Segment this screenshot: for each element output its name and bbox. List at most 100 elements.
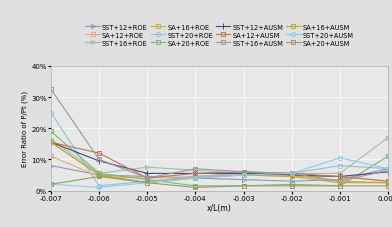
- SST+16+AUSM: [97, 158, 102, 161]
- SA+20+AUSM: [289, 185, 294, 187]
- SA+16+ROE: [386, 182, 390, 184]
- Legend: SST+12+ROE, SA+12+ROE, SST+16+ROE, SA+16+ROE, SST+20+ROE, SA+20+ROE, SST+12+AUSM: SST+12+ROE, SA+12+ROE, SST+16+ROE, SA+16…: [85, 24, 354, 47]
- SST+16+ROE: [241, 172, 246, 175]
- SA+12+AUSM: [49, 141, 53, 144]
- SA+12+AUSM: [289, 172, 294, 175]
- SA+20+AUSM: [338, 185, 342, 187]
- SST+20+AUSM: [97, 186, 102, 189]
- SA+20+ROE: [289, 183, 294, 186]
- SST+16+ROE: [49, 138, 53, 141]
- SA+20+ROE: [193, 185, 198, 187]
- Line: SA+16+AUSM: SA+16+AUSM: [49, 141, 390, 185]
- SST+16+AUSM: [145, 177, 150, 180]
- SST+20+ROE: [241, 172, 246, 175]
- SST+16+AUSM: [193, 168, 198, 170]
- SST+20+ROE: [289, 172, 294, 175]
- SA+20+ROE: [241, 185, 246, 187]
- SA+12+ROE: [241, 174, 246, 177]
- SST+12+AUSM: [193, 172, 198, 175]
- SST+20+ROE: [145, 180, 150, 183]
- SST+20+AUSM: [241, 174, 246, 177]
- SA+16+AUSM: [241, 174, 246, 177]
- SST+12+ROE: [241, 178, 246, 181]
- SA+20+AUSM: [241, 185, 246, 187]
- SST+12+AUSM: [386, 171, 390, 173]
- SA+12+AUSM: [338, 175, 342, 178]
- SST+20+AUSM: [338, 157, 342, 159]
- SST+12+ROE: [97, 174, 102, 177]
- SA+16+AUSM: [193, 177, 198, 180]
- SST+12+AUSM: [97, 160, 102, 163]
- SA+16+AUSM: [386, 182, 390, 184]
- SA+12+AUSM: [241, 171, 246, 173]
- SA+16+ROE: [338, 180, 342, 183]
- Line: SA+16+ROE: SA+16+ROE: [49, 141, 390, 185]
- SA+16+AUSM: [49, 141, 53, 144]
- SST+12+AUSM: [241, 172, 246, 175]
- SA+20+AUSM: [49, 183, 53, 186]
- Line: SA+12+AUSM: SA+12+AUSM: [49, 141, 390, 183]
- Line: SST+16+AUSM: SST+16+AUSM: [49, 88, 390, 183]
- SST+16+ROE: [145, 166, 150, 169]
- SA+20+ROE: [49, 130, 53, 133]
- Line: SST+12+ROE: SST+12+ROE: [49, 164, 390, 183]
- SST+16+ROE: [338, 172, 342, 175]
- SST+12+AUSM: [49, 141, 53, 144]
- SST+20+AUSM: [193, 177, 198, 180]
- SST+16+ROE: [386, 137, 390, 139]
- SST+20+ROE: [193, 175, 198, 178]
- Line: SST+16+ROE: SST+16+ROE: [49, 136, 390, 176]
- SST+20+ROE: [97, 185, 102, 187]
- SST+12+AUSM: [338, 175, 342, 178]
- SST+16+ROE: [97, 172, 102, 175]
- SA+16+AUSM: [338, 182, 342, 184]
- SA+20+ROE: [97, 172, 102, 175]
- SST+20+ROE: [386, 168, 390, 170]
- Line: SST+20+AUSM: SST+20+AUSM: [49, 156, 390, 190]
- Y-axis label: Error Ratio of P/Pt (%): Error Ratio of P/Pt (%): [22, 91, 28, 167]
- SA+12+ROE: [338, 175, 342, 178]
- SST+16+AUSM: [49, 89, 53, 91]
- SA+12+AUSM: [386, 180, 390, 183]
- SA+20+AUSM: [386, 185, 390, 187]
- SA+12+ROE: [193, 175, 198, 178]
- SA+16+ROE: [49, 141, 53, 144]
- SA+16+ROE: [97, 174, 102, 177]
- SST+12+AUSM: [289, 174, 294, 177]
- SST+16+AUSM: [338, 180, 342, 183]
- SST+12+ROE: [193, 177, 198, 180]
- SST+20+AUSM: [386, 168, 390, 170]
- SST+20+AUSM: [49, 183, 53, 186]
- SA+20+AUSM: [145, 182, 150, 184]
- SST+16+AUSM: [386, 169, 390, 172]
- SA+12+ROE: [289, 175, 294, 178]
- SA+12+AUSM: [193, 172, 198, 175]
- Line: SA+20+AUSM: SA+20+AUSM: [49, 175, 390, 190]
- SA+12+ROE: [145, 177, 150, 180]
- SA+20+ROE: [338, 185, 342, 187]
- SST+12+ROE: [338, 178, 342, 181]
- SA+20+AUSM: [193, 186, 198, 189]
- SST+12+ROE: [386, 168, 390, 170]
- SA+12+ROE: [97, 175, 102, 178]
- SST+20+ROE: [49, 112, 53, 114]
- SA+16+ROE: [145, 182, 150, 184]
- SST+20+ROE: [338, 165, 342, 167]
- SST+20+AUSM: [289, 172, 294, 175]
- SA+16+AUSM: [145, 182, 150, 184]
- SST+16+AUSM: [289, 172, 294, 175]
- SA+20+ROE: [145, 178, 150, 181]
- SA+16+AUSM: [289, 175, 294, 178]
- Line: SA+20+ROE: SA+20+ROE: [49, 130, 390, 188]
- SST+12+AUSM: [145, 172, 150, 175]
- SA+16+AUSM: [97, 174, 102, 177]
- SST+16+AUSM: [241, 171, 246, 173]
- SST+16+ROE: [193, 169, 198, 172]
- SA+12+AUSM: [145, 177, 150, 180]
- SA+20+ROE: [386, 155, 390, 158]
- SST+12+ROE: [289, 180, 294, 183]
- SA+12+ROE: [49, 155, 53, 158]
- SA+16+ROE: [289, 174, 294, 177]
- SA+12+ROE: [386, 180, 390, 183]
- SA+16+ROE: [193, 175, 198, 178]
